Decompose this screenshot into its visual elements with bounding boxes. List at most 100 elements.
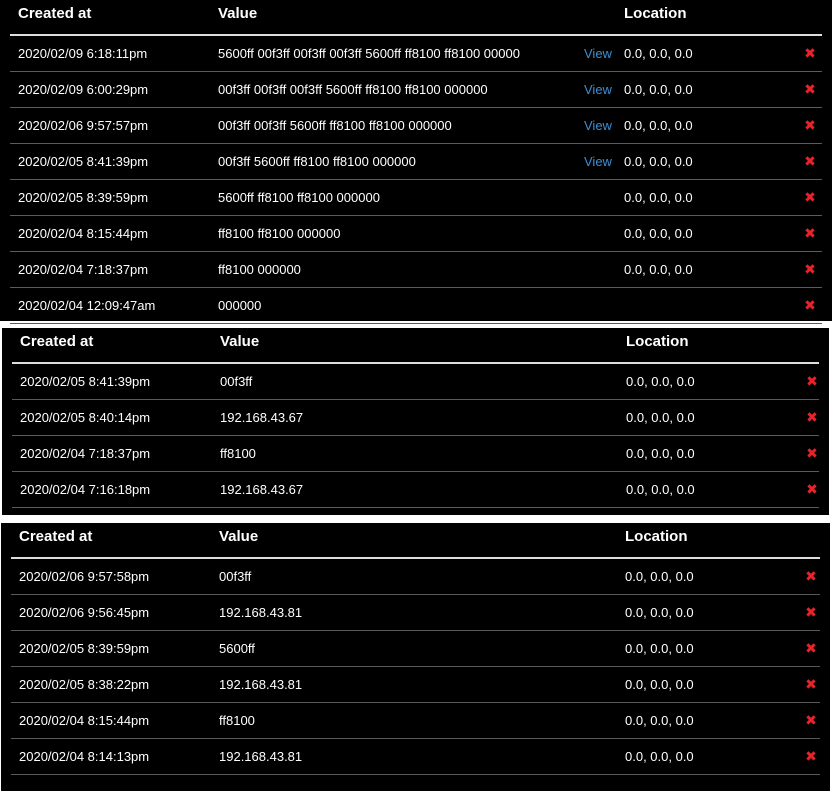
row-divider (10, 71, 822, 72)
location-cell: 0.0, 0.0, 0.0 (626, 374, 695, 389)
value-cell: 192.168.43.81 (219, 605, 303, 620)
location-cell: 0.0, 0.0, 0.0 (625, 713, 694, 728)
delete-icon[interactable]: ✖ (804, 153, 816, 169)
created-at-cell: 2020/02/05 8:39:59pm (18, 190, 149, 205)
delete-icon[interactable]: ✖ (804, 45, 816, 61)
row-divider (12, 435, 819, 436)
table-row: 2020/02/04 8:15:44pm ff8100 ff8100 000000… (0, 216, 832, 252)
created-at-cell: 2020/02/06 9:57:57pm (18, 118, 149, 133)
created-at-cell: 2020/02/06 9:56:45pm (19, 605, 150, 620)
row-divider (10, 215, 822, 216)
location-cell: 0.0, 0.0, 0.0 (624, 226, 693, 241)
created-at-cell: 2020/02/05 8:41:39pm (20, 374, 151, 389)
delete-icon[interactable]: ✖ (805, 604, 817, 620)
value-cell: 000000 (218, 298, 262, 313)
created-at-cell: 2020/02/04 8:15:44pm (19, 713, 150, 728)
delete-icon[interactable]: ✖ (805, 568, 817, 584)
value-cell: 5600ff 00f3ff 00f3ff 00f3ff 5600ff ff810… (218, 46, 520, 61)
delete-icon[interactable]: ✖ (804, 117, 816, 133)
header-divider (11, 557, 820, 559)
location-cell: 0.0, 0.0, 0.0 (625, 569, 694, 584)
created-at-cell: 2020/02/04 8:15:44pm (18, 226, 149, 241)
table-row: 2020/02/04 7:18:37pm ff8100 0.0, 0.0, 0.0 ✖ (2, 436, 829, 472)
created-at-cell: 2020/02/09 6:00:29pm (18, 82, 149, 97)
created-at-cell: 2020/02/04 7:18:37pm (20, 446, 151, 461)
row-divider (11, 594, 820, 595)
delete-icon[interactable]: ✖ (806, 373, 818, 389)
value-cell: 192.168.43.67 (220, 482, 304, 497)
location-cell: 0.0, 0.0, 0.0 (626, 482, 695, 497)
table-row: 2020/02/04 8:14:13pm 192.168.43.81 0.0, 0.… (1, 739, 830, 775)
header-value: Value (218, 5, 258, 22)
created-at-cell: 2020/02/04 12:09:47am (18, 298, 156, 313)
history-table-1: Created at Value Location 2020/02/09 6:1… (0, 0, 832, 324)
location-cell: 0.0, 0.0, 0.0 (624, 262, 693, 277)
created-at-cell: 2020/02/05 8:41:39pm (18, 154, 149, 169)
delete-icon[interactable]: ✖ (805, 640, 817, 656)
delete-icon[interactable]: ✖ (804, 261, 816, 277)
location-cell: 0.0, 0.0, 0.0 (625, 749, 694, 764)
location-cell: 0.0, 0.0, 0.0 (624, 82, 693, 97)
value-cell: 00f3ff 00f3ff 00f3ff 5600ff ff8100 ff810… (218, 82, 488, 97)
delete-icon[interactable]: ✖ (806, 481, 818, 497)
table-row: 2020/02/04 7:16:18pm 192.168.43.67 0.0, 0.… (2, 472, 829, 508)
value-cell: ff8100 000000 (218, 262, 301, 277)
row-divider (11, 666, 820, 667)
header-created-at: Created at (20, 333, 94, 350)
table-row: 2020/02/06 9:57:57pm 00f3ff 00f3ff 5600ff… (0, 108, 832, 144)
location-cell: 0.0, 0.0, 0.0 (624, 154, 693, 169)
location-cell: 0.0, 0.0, 0.0 (624, 118, 693, 133)
view-link[interactable]: View (584, 118, 612, 133)
table-header: Created at Value Location (0, 0, 832, 34)
delete-icon[interactable]: ✖ (805, 712, 817, 728)
header-location: Location (625, 528, 688, 545)
delete-icon[interactable]: ✖ (805, 748, 817, 764)
value-cell: 00f3ff (219, 569, 252, 584)
row-divider (11, 774, 820, 775)
table-row: 2020/02/05 8:40:14pm 192.168.43.67 0.0, 0.… (2, 400, 829, 436)
row-divider (11, 738, 820, 739)
delete-icon[interactable]: ✖ (804, 189, 816, 205)
header-created-at: Created at (19, 528, 93, 545)
table-row: 2020/02/04 7:18:37pm ff8100 000000 0.0, 0.… (0, 252, 832, 288)
view-link[interactable]: View (584, 82, 612, 97)
row-divider (12, 399, 819, 400)
table-row: 2020/02/05 8:38:22pm 192.168.43.81 0.0, 0.… (1, 667, 830, 703)
table-row: 2020/02/05 8:41:39pm 00f3ff 5600ff ff8100… (0, 144, 832, 180)
delete-icon[interactable]: ✖ (806, 445, 818, 461)
location-cell: 0.0, 0.0, 0.0 (626, 410, 695, 425)
delete-icon[interactable]: ✖ (804, 297, 816, 313)
table-row: 2020/02/05 8:39:59pm 5600ff ff8100 ff8100… (0, 180, 832, 216)
header-location: Location (626, 333, 689, 350)
view-link[interactable]: View (584, 154, 612, 169)
table-header: Created at Value Location (2, 328, 829, 362)
history-table-3: Created at Value Location 2020/02/06 9:5… (1, 523, 830, 791)
row-divider (10, 251, 822, 252)
row-divider (10, 179, 822, 180)
delete-icon[interactable]: ✖ (806, 409, 818, 425)
row-divider (10, 323, 822, 324)
value-cell: ff8100 ff8100 000000 (218, 226, 341, 241)
row-divider (10, 143, 822, 144)
table-header: Created at Value Location (1, 523, 830, 557)
location-cell: 0.0, 0.0, 0.0 (624, 46, 693, 61)
value-cell: 192.168.43.81 (219, 677, 303, 692)
created-at-cell: 2020/02/04 7:18:37pm (18, 262, 149, 277)
history-table-2: Created at Value Location 2020/02/05 8:4… (2, 328, 829, 515)
delete-icon[interactable]: ✖ (805, 676, 817, 692)
view-link[interactable]: View (584, 46, 612, 61)
value-cell: 00f3ff (220, 374, 253, 389)
row-divider (12, 471, 819, 472)
value-cell: 192.168.43.67 (220, 410, 304, 425)
table-row: 2020/02/05 8:39:59pm 5600ff 0.0, 0.0, 0.0 ✖ (1, 631, 830, 667)
location-cell: 0.0, 0.0, 0.0 (625, 677, 694, 692)
row-divider (10, 107, 822, 108)
delete-icon[interactable]: ✖ (804, 81, 816, 97)
value-cell: 5600ff ff8100 ff8100 000000 (218, 190, 380, 205)
created-at-cell: 2020/02/09 6:18:11pm (18, 46, 148, 61)
header-created-at: Created at (18, 5, 92, 22)
delete-icon[interactable]: ✖ (804, 225, 816, 241)
value-cell: 192.168.43.81 (219, 749, 303, 764)
value-cell: 00f3ff 00f3ff 5600ff ff8100 ff8100 00000… (218, 118, 452, 133)
table-row: 2020/02/05 8:41:39pm 00f3ff 0.0, 0.0, 0.0 ✖ (2, 364, 829, 400)
